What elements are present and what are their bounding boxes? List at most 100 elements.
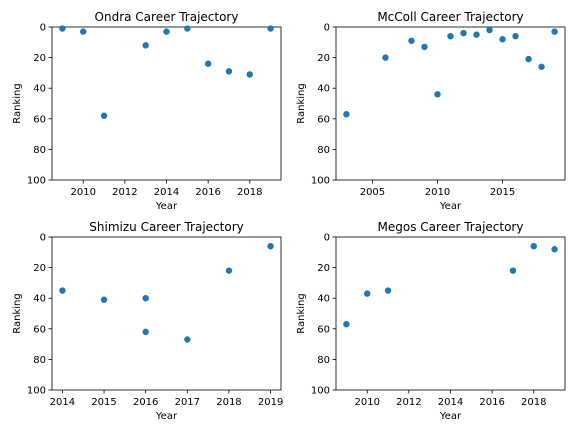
x-tick-label: 2005 (360, 187, 385, 198)
y-tick-label: 0 (40, 23, 46, 34)
data-point (246, 71, 253, 78)
chart-title: Megos Career Trajectory (378, 220, 524, 234)
data-point (343, 321, 350, 328)
plot-area-frame (51, 26, 282, 181)
x-axis-label: Year (155, 201, 178, 212)
data-point (343, 111, 350, 118)
y-tick-label: 100 (311, 386, 330, 397)
y-tick-label: 80 (317, 145, 330, 156)
y-axis-label: Ranking (296, 293, 307, 333)
data-point (525, 55, 532, 63)
x-tick-label: 2016 (479, 397, 504, 408)
y-tick-label: 60 (317, 324, 330, 335)
x-tick-label: 2016 (195, 187, 220, 198)
data-point (551, 28, 558, 35)
y-tick-label: 40 (33, 294, 46, 305)
data-point (486, 26, 493, 34)
data-point (100, 112, 108, 119)
data-point (447, 32, 454, 40)
y-tick-label: 40 (317, 294, 330, 305)
data-point (382, 54, 389, 61)
x-tick-label: 2018 (521, 397, 546, 408)
y-tick-label: 0 (40, 233, 46, 244)
data-point (184, 336, 191, 343)
plot-area-frame (335, 26, 566, 181)
data-point (473, 31, 480, 38)
data-point (538, 63, 545, 70)
y-tick-label: 100 (311, 176, 330, 187)
data-point (59, 287, 66, 294)
x-tick-label: 2015 (490, 187, 515, 198)
y-tick-label: 0 (324, 233, 330, 244)
x-tick-label: 2010 (71, 187, 96, 198)
x-tick-label: 2019 (258, 397, 283, 408)
data-point (384, 287, 392, 294)
y-tick-label: 60 (33, 114, 46, 125)
y-axis-label: Ranking (12, 83, 23, 123)
data-point (100, 296, 108, 303)
y-tick-label: 40 (317, 84, 330, 95)
y-tick-label: 80 (33, 145, 46, 156)
subplot-ondra: Ondra Career Trajectory 2010 2012 2014 2016 2… (12, 10, 282, 212)
data-point (434, 91, 441, 98)
data-point (225, 68, 233, 75)
chart-title: Ondra Career Trajectory (95, 10, 239, 24)
x-tick-label: 2017 (175, 397, 200, 408)
x-axis-label: Year (155, 411, 178, 422)
x-tick-label: 2012 (112, 187, 137, 198)
plot-area-frame (335, 236, 566, 391)
x-axis-label: Year (439, 411, 462, 422)
y-tick-label: 0 (324, 23, 330, 34)
y-tick-label: 80 (317, 355, 330, 366)
y-tick-label: 60 (317, 114, 330, 125)
chart-title: McColl Career Trajectory (377, 10, 523, 24)
y-tick-label: 100 (27, 176, 46, 187)
subplot-mccoll: McColl Career Trajectory 2005 2010 2015 0 20 4… (296, 10, 566, 212)
plot-area-frame (51, 236, 282, 391)
data-point (142, 42, 149, 49)
data-point (204, 60, 212, 67)
x-tick-label: 2010 (425, 187, 450, 198)
x-tick-label: 2014 (50, 397, 75, 408)
data-point (80, 28, 87, 35)
data-point (184, 25, 191, 32)
data-point (530, 242, 537, 250)
data-point (267, 242, 274, 250)
y-tick-label: 20 (33, 263, 46, 274)
x-tick-label: 2012 (396, 397, 421, 408)
data-point (509, 267, 517, 274)
y-axis-label: Ranking (12, 293, 23, 333)
y-tick-label: 80 (33, 355, 46, 366)
data-point (499, 36, 506, 43)
x-tick-label: 2018 (237, 187, 262, 198)
y-tick-label: 100 (27, 386, 46, 397)
data-point (408, 37, 415, 44)
y-tick-label: 40 (33, 84, 46, 95)
data-point (225, 267, 233, 274)
x-tick-label: 2014 (154, 187, 179, 198)
x-tick-label: 2016 (133, 397, 158, 408)
x-tick-label: 2018 (216, 397, 241, 408)
data-point (460, 29, 467, 37)
data-point (142, 295, 149, 302)
chart-title: Shimizu Career Trajectory (89, 220, 243, 234)
data-point (551, 246, 558, 253)
y-tick-label: 20 (317, 53, 330, 64)
data-point (364, 290, 371, 297)
y-tick-label: 20 (317, 263, 330, 274)
data-point (163, 28, 170, 35)
data-point (267, 25, 274, 32)
x-tick-label: 2015 (91, 397, 116, 408)
x-tick-label: 2014 (438, 397, 463, 408)
y-tick-label: 20 (33, 53, 46, 64)
y-tick-label: 60 (33, 324, 46, 335)
x-tick-label: 2010 (355, 397, 380, 408)
data-point (59, 25, 66, 32)
data-point (142, 328, 149, 336)
data-point (512, 32, 519, 40)
data-point (421, 43, 428, 51)
subplot-megos: Megos Career Trajectory 2010 2012 2014 2016 2… (296, 220, 566, 422)
x-axis-label: Year (439, 201, 462, 212)
